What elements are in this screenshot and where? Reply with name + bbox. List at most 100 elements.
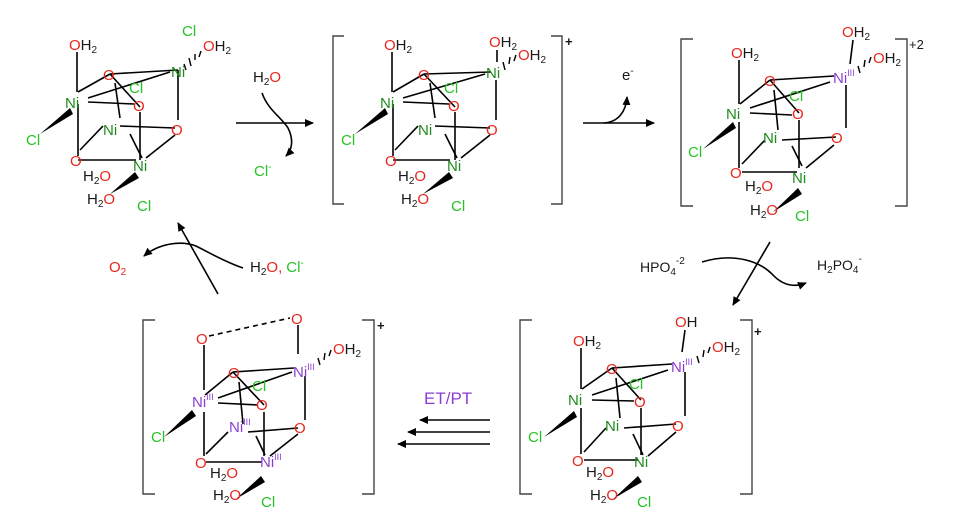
arrow-ligand-exchange: H2O Cl- [236,69,314,180]
svg-text:H2O: H2O [401,191,429,210]
nickel-atom: Ni [65,95,79,112]
chlorine-atom: Cl [137,198,151,215]
hydroxide-h: H [687,314,698,331]
chlorine-atom: Cl [528,429,542,446]
hydrogen-atom: H [743,45,754,62]
svg-text:OH2: OH2 [384,37,413,56]
oxygen-atom: O [764,73,776,90]
nickel-atom: Ni [792,170,806,187]
oxidation-state: III [307,362,315,372]
hpo4-sub: 4 [670,267,676,278]
chlorine-atom: Cl [795,208,809,225]
svg-text:NiIII: NiIII [192,392,214,411]
svg-text:H2O: H2O [590,487,618,506]
water-o: O, [266,259,282,276]
cubane-structure-4: + OH2 OH OH2 O Ni [519,314,762,511]
oxygen-atom: O [486,122,498,139]
nickel-atom: Ni [103,122,117,139]
subscript: 2 [756,186,762,197]
oxygen-atom: O [418,67,430,84]
hydrogen-atom: H [83,168,94,185]
oxygen-atom: O [572,453,584,470]
svg-text:OH: OH [675,314,698,331]
subscript: 2 [409,176,415,187]
oxygen-atom: O [712,339,724,356]
h2po4-h: H [817,257,827,273]
svg-text:H2O: H2O [745,178,773,197]
oxygen-atom: O [171,122,183,139]
arrow-et-pt: ET/PT [397,389,490,448]
hydrogen-atom: H [396,37,407,54]
svg-text:OH2: OH2 [573,333,602,352]
oxygen-atom: O [518,47,530,64]
svg-text:NiIII: NiIII [229,417,251,436]
oxygen-atom: O [228,365,240,382]
chlorine-atom: Cl [341,132,355,149]
oxygen-product: O [109,259,121,276]
subscript: 2 [92,45,98,56]
oxidation-state: III [206,392,214,402]
svg-text:H2O: H2O [83,168,111,187]
hpo4-charge: -2 [676,256,685,267]
svg-text:OH2: OH2 [203,38,232,57]
svg-text:e-: e- [622,66,634,84]
oxygen-atom: O [196,331,208,348]
water-h: H [250,259,261,276]
oxygen-atom: O [730,165,742,182]
chloride-reagent: Cl [254,163,268,180]
chlorine-atom: Cl [151,429,165,446]
svg-text:NiIII: NiIII [293,362,315,381]
chlorine-atom: Cl [637,494,651,511]
hydrogen-atom: H [586,464,597,481]
h2po4-sub2: 4 [853,265,859,276]
cubane-structure-5: + O O OH2 O [142,311,385,511]
svg-text:OH2: OH2 [518,47,547,66]
svg-text:NiIII: NiIII [260,452,282,471]
oxidation-state: III [274,452,282,462]
subscript: 2 [865,32,871,43]
chlorine-atom: Cl [444,80,458,97]
charge-label: +2 [909,37,924,52]
oxygen-atom: O [672,418,684,435]
oxygen-atom: O [70,153,82,170]
oxidation-state: III [243,417,251,427]
svg-text:H2O: H2O [87,191,115,210]
hydrogen-atom: H [398,168,409,185]
oxygen-atom: O [195,455,207,472]
hydrogen-atom: H [501,34,512,51]
arrow-deprotonation: HPO4-2 H2PO4- [640,241,862,306]
subscript: 2 [98,199,104,210]
hydrogen-atom: H [854,24,865,41]
hydrogen-atom: H [585,333,596,350]
chloride-charge: - [268,162,271,173]
hydrogen-atom: H [215,38,226,55]
right-bracket [895,38,908,207]
oxygen-product-sub: 2 [121,267,127,278]
right-bracket [362,319,375,495]
chlorine-atom: Cl [252,378,266,395]
left-bracket [332,35,344,205]
left-bracket [519,319,532,495]
oxygen-atom: O [675,314,687,331]
nickel-iii-atom: Ni [833,70,847,87]
water-sub: 2 [261,267,267,278]
svg-text:NiIII: NiIII [833,68,855,87]
subscript: 2 [356,349,362,360]
oxygen-atom: O [873,50,885,67]
oxidation-state: III [847,68,855,78]
svg-text:H2O: H2O [750,202,778,221]
subscript: 2 [761,210,767,221]
subscript: 2 [221,473,227,484]
electron-label: e [622,67,630,84]
chlorine-atom: Cl [629,376,643,393]
chlorine-atom: Cl [688,144,702,161]
h2po4-sub1: 2 [827,265,833,276]
subscript: 2 [597,472,603,483]
svg-text:H2O: H2O [210,465,238,484]
oxygen-atom: O [792,106,804,123]
water-reagent-sub: 2 [264,77,270,88]
svg-text:H2O,Cl-: H2O, Cl- [250,258,304,278]
subscript: 2 [601,495,607,506]
oxygen-atom: O [842,24,854,41]
nickel-iii-atom: Ni [293,364,307,381]
